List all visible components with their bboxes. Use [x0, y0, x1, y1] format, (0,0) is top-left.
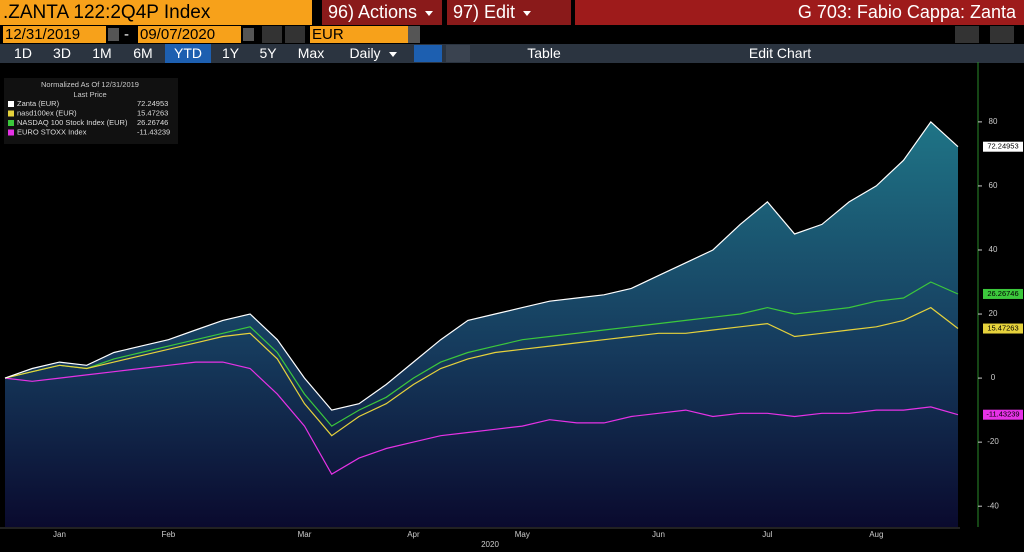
x-tick-label: Jun: [652, 530, 665, 539]
legend-title: Normalized As Of 12/31/2019: [41, 80, 139, 89]
area: [5, 121, 958, 528]
toolbar: [0, 44, 1024, 63]
line: [4, 306, 959, 437]
legend-swatch: [8, 129, 14, 136]
tool-button[interactable]: Annotate: [459, 65, 492, 74]
ticker[interactable]: .ZANTA 122:2Q4P Index: [0, 0, 312, 25]
last-value-tag: [983, 409, 1023, 420]
range-button[interactable]: Max: [297, 45, 325, 61]
legend-label: nasd100ex (EUR): [17, 108, 77, 117]
bar-chart-icon[interactable]: [446, 45, 470, 62]
end-date[interactable]: 09/07/2020: [138, 26, 241, 43]
x-tick-label: Apr: [407, 530, 420, 539]
dropdown-arrow: [425, 10, 434, 16]
legend-label: NASDAQ 100 Stock Index (EUR): [17, 118, 128, 127]
redo-button[interactable]: [990, 26, 1014, 43]
x-tick-label: Feb: [161, 530, 175, 539]
last-value-tag: [983, 288, 1023, 299]
last-value-tag: [983, 141, 1023, 152]
frequency-label: Daily: [349, 45, 381, 61]
legend-swatch: [8, 110, 14, 117]
last-value-tag: [983, 323, 1023, 334]
edit-button[interactable]: 97) Edit: [447, 0, 571, 25]
frequency-button[interactable]: Daily: [338, 44, 408, 63]
table-button[interactable]: Table: [527, 45, 561, 61]
range-button[interactable]: 5Y: [259, 45, 277, 61]
legend-value: 15.47263: [137, 108, 168, 117]
chart-tools: Track Annotate News Zoom: [428, 64, 568, 76]
edit-label: 97) Edit: [453, 2, 516, 22]
tool-button[interactable]: Zoom: [535, 65, 557, 74]
undo-button[interactable]: [955, 26, 979, 43]
edit-chart-button[interactable]: Edit Chart: [748, 45, 812, 61]
window-title: G 703: Fabio Cappa: Zanta: [575, 0, 1024, 25]
y-tick-label: 60: [989, 181, 998, 190]
tool-button[interactable]: News: [503, 65, 524, 74]
y-tick-label: -20: [987, 437, 999, 446]
start-date[interactable]: 12/31/2019: [3, 26, 106, 43]
legend-swatch: [8, 120, 14, 126]
y-tick-label: 20: [989, 309, 998, 318]
x-tick-label: Jul: [762, 530, 772, 539]
y-tick-label: 40: [989, 245, 998, 254]
last-value-label: 72.24953: [987, 142, 1018, 151]
legend-value: -11.43239: [137, 127, 170, 136]
actions-label: 96) Actions: [328, 2, 418, 22]
legend-subtitle: Last Price: [73, 90, 106, 99]
last-value-label: 26.26746: [987, 289, 1018, 298]
currency-dropdown[interactable]: [408, 26, 420, 43]
y-tick-label: 0: [991, 373, 996, 382]
line: [4, 281, 959, 427]
x-tick-label: May: [515, 530, 530, 539]
next-button[interactable]: [285, 26, 305, 43]
last-value-label: -11.43239: [986, 410, 1019, 419]
last-value-label: 15.47263: [987, 324, 1018, 333]
y-tick-label: 80: [989, 117, 998, 126]
plot-background: [0, 63, 960, 528]
range-button[interactable]: 1M: [92, 45, 112, 61]
y-tick-label: -40: [987, 501, 999, 510]
prev-button[interactable]: [262, 26, 282, 43]
x-tick-label: Jan: [53, 530, 66, 539]
legend-value: 72.24953: [137, 99, 168, 108]
legend-swatch: [8, 101, 14, 107]
currency[interactable]: EUR: [310, 26, 408, 43]
legend-label: Zanta (EUR): [17, 99, 60, 108]
date-separator: -: [124, 26, 129, 43]
legend-box: [4, 78, 178, 144]
range-button[interactable]: 3D: [53, 45, 71, 61]
line: [4, 361, 959, 476]
legend-label: EURO STOXX Index: [17, 127, 87, 136]
line: [4, 121, 959, 411]
tool-button[interactable]: Track: [428, 65, 448, 74]
range-button[interactable]: 1Y: [221, 45, 240, 61]
calendar-icon[interactable]: [108, 28, 119, 41]
range-button[interactable]: 6M: [133, 45, 153, 61]
calendar-icon[interactable]: [243, 28, 254, 41]
x-tick-label: Aug: [869, 530, 883, 539]
actions-button[interactable]: 96) Actions: [322, 0, 442, 25]
dropdown-arrow: [388, 51, 397, 57]
dropdown-arrow: [523, 10, 532, 16]
range-button[interactable]: YTD: [165, 44, 211, 63]
x-axis-year: 2020: [481, 540, 499, 549]
legend-value: 26.26746: [137, 118, 168, 127]
range-button[interactable]: 1D: [14, 45, 32, 61]
line-chart-icon[interactable]: [414, 45, 442, 62]
x-tick-label: Mar: [298, 530, 312, 539]
